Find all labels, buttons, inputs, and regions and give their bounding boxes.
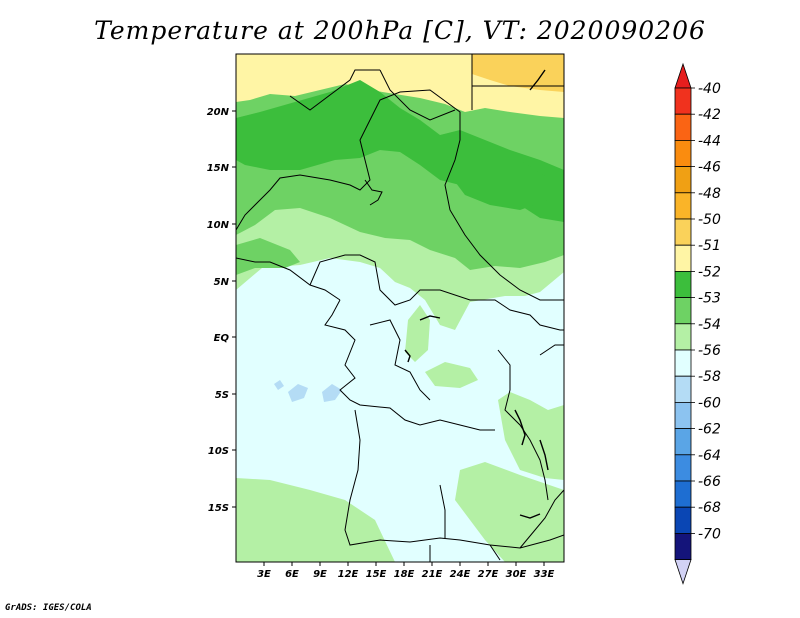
colorbar-label: -40 — [698, 81, 721, 97]
lat-tick-label: 5S — [215, 390, 229, 401]
lon-tick-label: 27E — [478, 569, 499, 580]
colorbar-swatch — [674, 297, 692, 325]
colorbar-label: -42 — [698, 107, 721, 123]
colorbar-label: -46 — [698, 160, 721, 176]
x-axis-labels: 3E 6E 9E 12E 15E 18E 21E 24E 27E 30E 33E — [257, 569, 554, 580]
colorbar-label: -44 — [698, 133, 721, 149]
colorbar-label: -66 — [698, 474, 721, 490]
colorbar-swatch — [674, 166, 692, 194]
colorbar-label: -56 — [698, 343, 721, 359]
colorbar-swatch — [674, 244, 692, 272]
colorbar-label: -70 — [698, 526, 721, 542]
band-53-patch-center — [425, 362, 478, 388]
lon-tick-label: 12E — [338, 569, 359, 580]
lon-tick-label: 21E — [422, 569, 443, 580]
band-53-east — [498, 392, 564, 480]
lon-tick-label: 6E — [285, 569, 299, 580]
band-53-southeast — [455, 462, 564, 562]
colorbar-label: -54 — [698, 317, 721, 333]
colorbar-swatch — [674, 533, 692, 561]
country-borders — [236, 54, 564, 562]
colorbar-swatch — [674, 218, 692, 246]
colorbar-swatch — [674, 192, 692, 220]
lat-tick-label: EQ — [214, 333, 230, 344]
lon-tick-label: 33E — [534, 569, 555, 580]
colorbar-label: -58 — [698, 369, 721, 385]
colorbar-top-arrow — [674, 62, 692, 89]
colorbar-swatch — [674, 480, 692, 508]
lat-tick-label: 15S — [208, 503, 229, 514]
lat-tick-label: 15N — [207, 163, 230, 174]
lon-tick-label: 15E — [366, 569, 387, 580]
lon-tick-label: 24E — [450, 569, 471, 580]
colorbar-label: -53 — [698, 291, 721, 307]
lon-tick-label: 3E — [257, 569, 271, 580]
band-56-patch-3 — [274, 380, 284, 390]
colorbar-label: -60 — [698, 395, 721, 411]
colorbar-label: -50 — [698, 212, 721, 228]
axis-tick-marks — [232, 110, 545, 566]
colorbar-label: -51 — [698, 238, 721, 254]
colorbar-label: -52 — [698, 264, 721, 280]
plot-frame — [235, 53, 565, 563]
lakes — [404, 69, 549, 519]
colorbar-swatch — [674, 87, 692, 115]
lon-tick-label: 30E — [506, 569, 527, 580]
colorbar-swatch — [674, 349, 692, 377]
band-53-southwest — [236, 478, 395, 562]
colorbar-swatch — [674, 401, 692, 429]
colorbar-bottom-arrow — [674, 559, 692, 585]
colorbar: -40 -42 -44 -46 -48 -50 -51 -52 -53 -54 -56 -58 -60 -… — [674, 62, 721, 585]
band-56-patch-1 — [288, 384, 308, 402]
lat-tick-label: 10N — [207, 220, 230, 231]
lat-tick-label: 20N — [207, 107, 230, 118]
lat-tick-label: 10S — [208, 446, 229, 457]
lon-tick-label: 18E — [394, 569, 415, 580]
colorbar-swatch — [674, 506, 692, 534]
colorbar-swatch — [674, 139, 692, 167]
chart-title: Temperature at 200hPa [C], VT: 202009020… — [94, 16, 706, 45]
colorbar-swatch — [674, 323, 692, 351]
colorbar-label: -64 — [698, 448, 721, 464]
temperature-field — [236, 54, 564, 562]
band-50-patch — [472, 54, 564, 92]
y-axis-labels: 20N 15N 10N 5N EQ 5S 10S 15S — [207, 107, 230, 514]
lat-tick-label: 5N — [214, 277, 230, 288]
credit-text: GrADS: IGES/COLA — [5, 603, 92, 613]
colorbar-swatch — [674, 270, 692, 298]
colorbar-label: -68 — [698, 500, 721, 516]
colorbar-label: -62 — [698, 422, 721, 438]
lon-tick-label: 9E — [313, 569, 327, 580]
colorbar-swatch — [674, 113, 692, 141]
band-52-west-coast — [236, 238, 300, 275]
colorbar-swatch — [674, 428, 692, 456]
colorbar-label: -48 — [698, 186, 721, 202]
colorbar-swatch — [674, 375, 692, 403]
colorbar-swatch — [674, 454, 692, 482]
band-52-dark-patch-2 — [450, 150, 548, 210]
band-56-patch-2 — [322, 384, 342, 402]
